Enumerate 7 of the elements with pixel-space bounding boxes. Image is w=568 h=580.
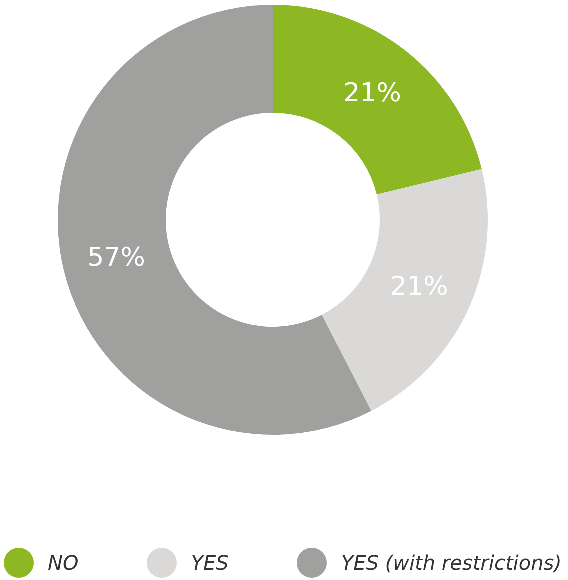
- data-label: 57%: [88, 242, 146, 273]
- legend-label: NO: [48, 551, 79, 575]
- donut-slice: [322, 169, 488, 412]
- legend-label: YES: [191, 551, 229, 575]
- donut-slice: [273, 5, 482, 195]
- legend-label: YES (with restrictions): [341, 551, 562, 575]
- data-label: 21%: [344, 78, 402, 108]
